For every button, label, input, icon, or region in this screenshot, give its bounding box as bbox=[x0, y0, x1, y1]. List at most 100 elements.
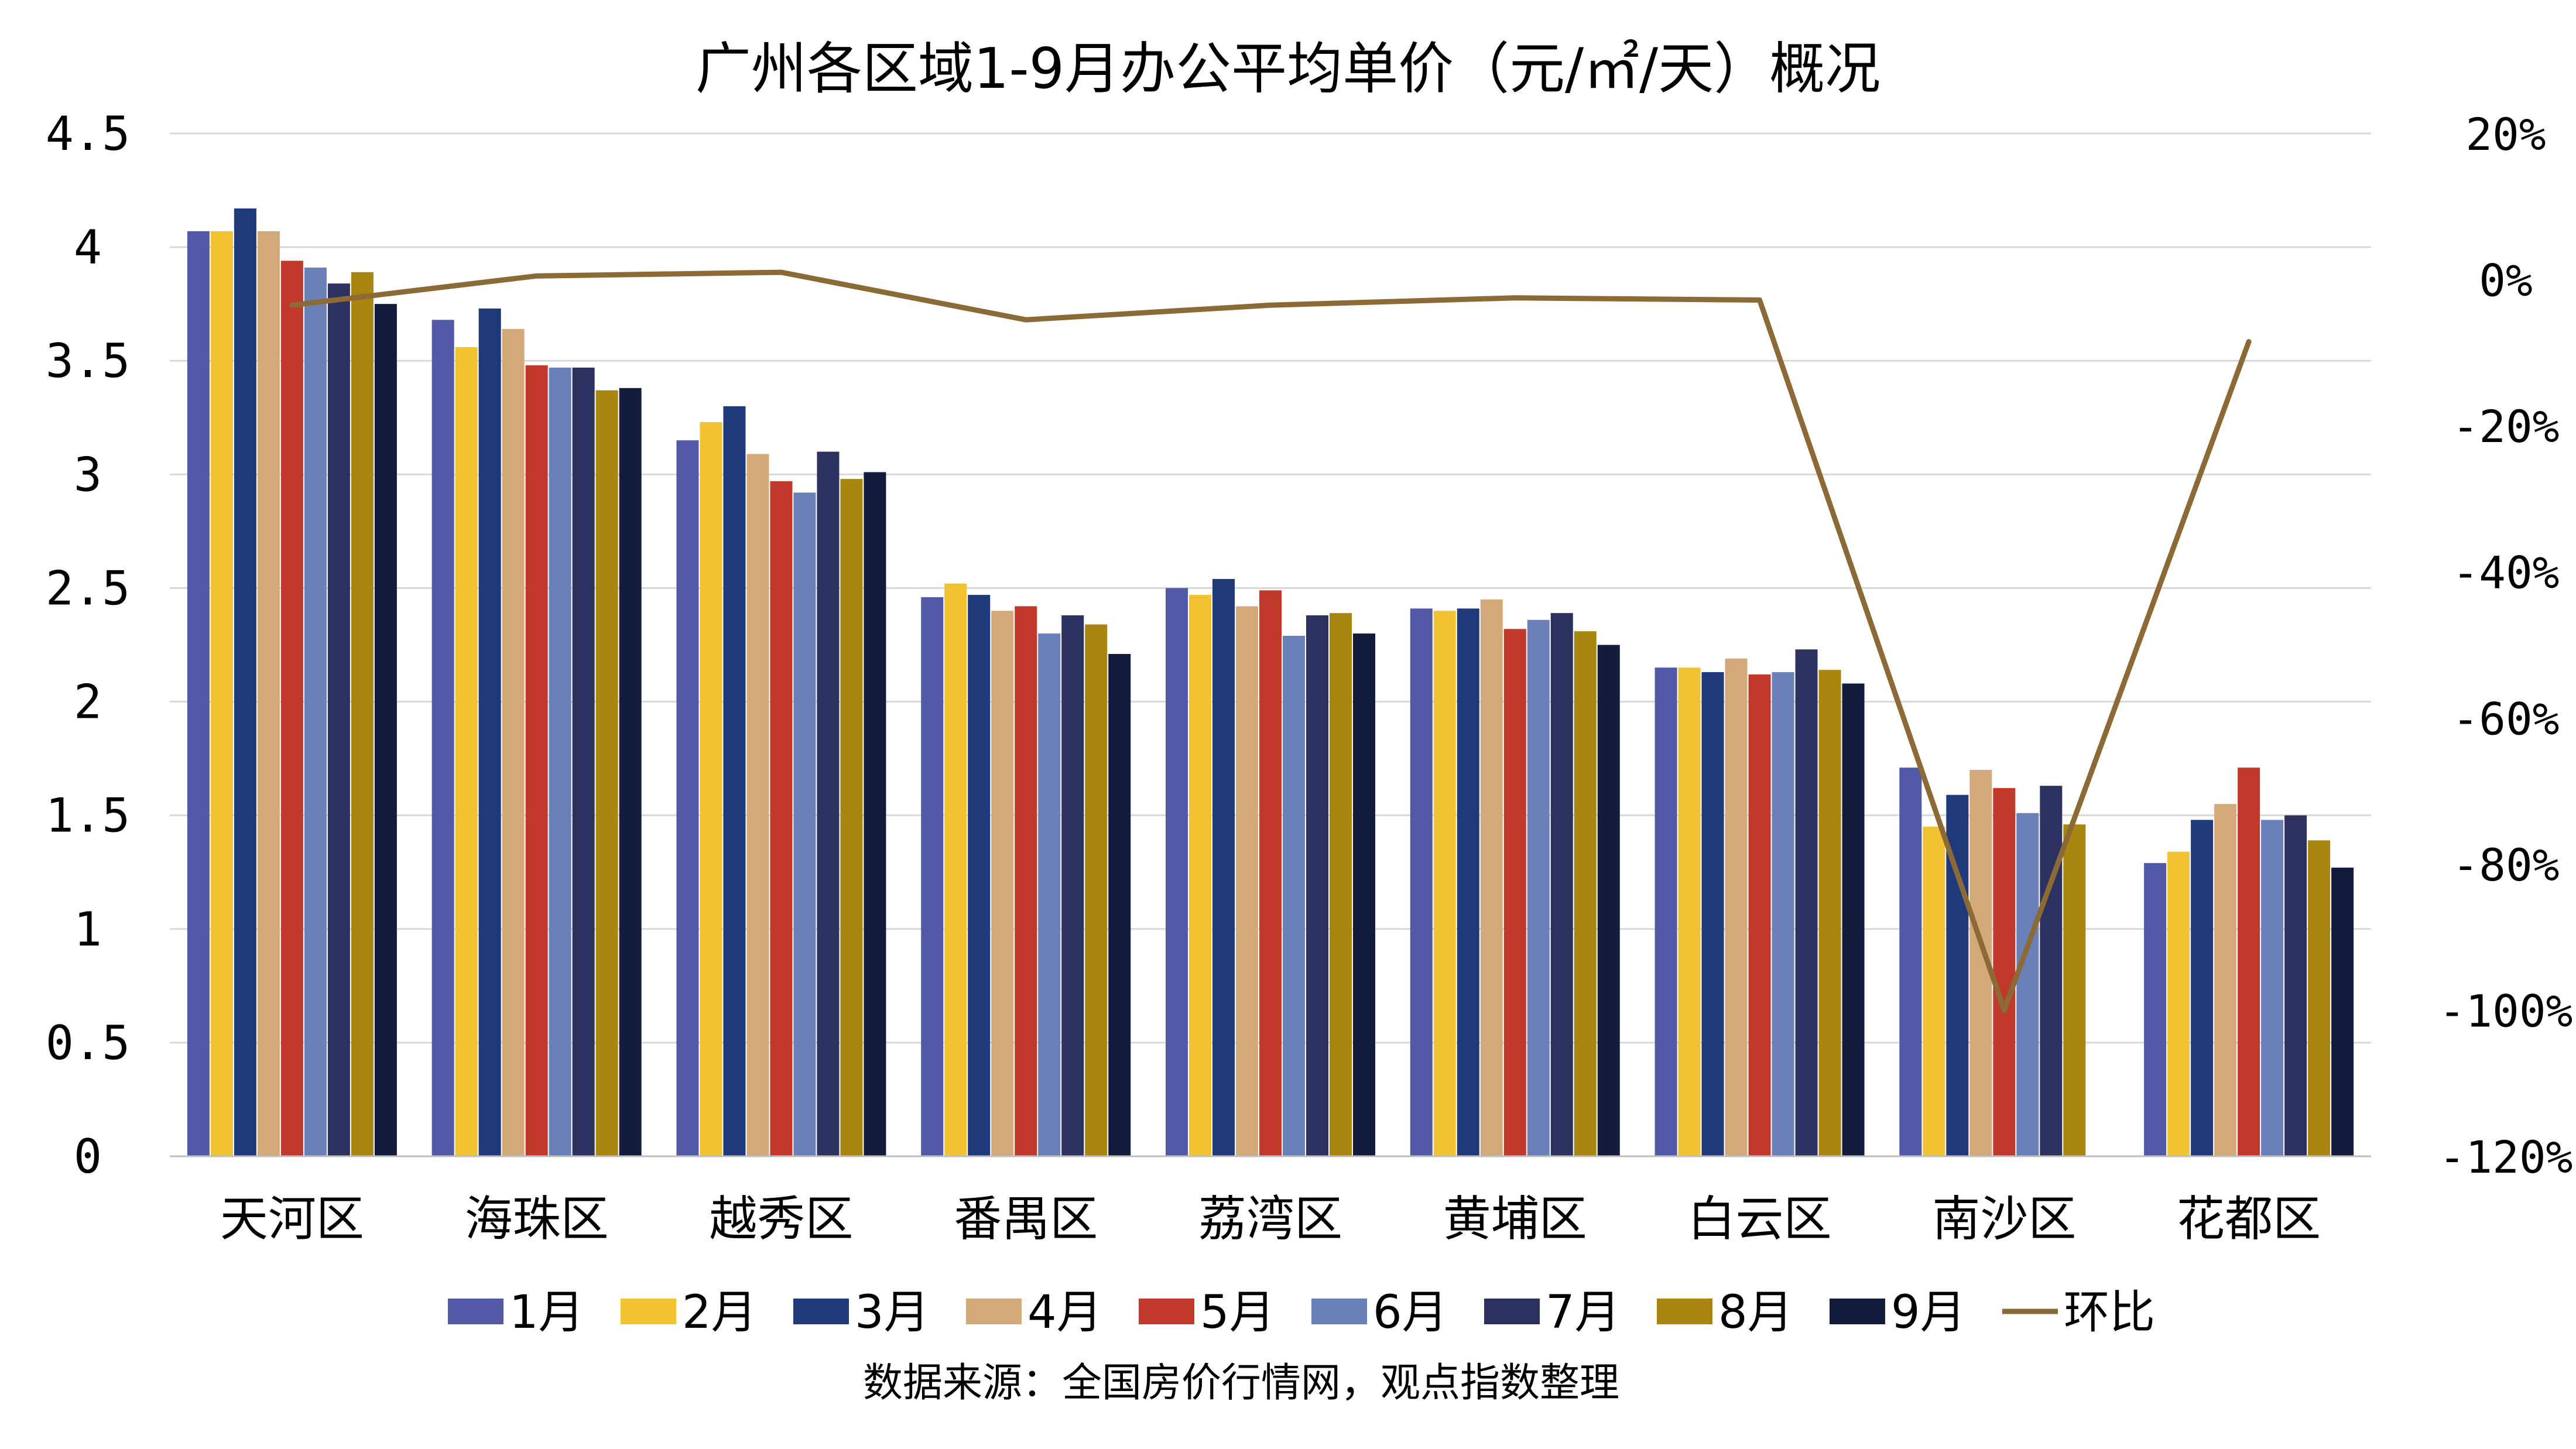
bar-8月-黄埔区 bbox=[1574, 631, 1597, 1156]
bar-2月-花都区 bbox=[2167, 851, 2190, 1156]
category-label: 南沙区 bbox=[1932, 1191, 2076, 1247]
bar-9月-黄埔区 bbox=[1597, 645, 1620, 1156]
legend-swatch bbox=[621, 1299, 676, 1324]
bar-7月-白云区 bbox=[1795, 649, 1818, 1156]
bar-6月-白云区 bbox=[1772, 672, 1794, 1156]
bar-9月-越秀区 bbox=[864, 472, 886, 1156]
legend-swatch bbox=[1657, 1299, 1712, 1324]
y-tick-label: 2.5 bbox=[46, 561, 131, 615]
bar-2月-番禺区 bbox=[944, 583, 967, 1156]
bar-8月-番禺区 bbox=[1085, 624, 1108, 1156]
legend-label: 4月 bbox=[1027, 1286, 1102, 1339]
bar-6月-花都区 bbox=[2261, 820, 2284, 1156]
bar-3月-天河区 bbox=[234, 208, 256, 1157]
y-tick-label: 1.5 bbox=[46, 789, 131, 843]
bar-2月-荔湾区 bbox=[1189, 595, 1211, 1156]
source-note: 数据来源：全国房价行情网，观点指数整理 bbox=[863, 1360, 1619, 1406]
bar-4月-黄埔区 bbox=[1480, 599, 1503, 1156]
bar-6月-越秀区 bbox=[793, 492, 816, 1156]
legend-label: 6月 bbox=[1373, 1286, 1448, 1339]
legend-label: 8月 bbox=[1718, 1286, 1793, 1339]
left-axis-ticks: 0 0.5 1 1.5 2 2.5 3 3.5 4 4.5 bbox=[46, 107, 131, 1184]
bar-6月-黄埔区 bbox=[1527, 619, 1550, 1156]
bar-2月-越秀区 bbox=[700, 422, 722, 1156]
bar-8月-越秀区 bbox=[840, 479, 863, 1156]
bar-5月-越秀区 bbox=[770, 481, 793, 1156]
legend-swatch bbox=[1830, 1299, 1885, 1324]
bar-2月-天河区 bbox=[210, 231, 233, 1156]
y2-tick-label: -80% bbox=[2452, 839, 2559, 891]
legend-label: 环比 bbox=[2064, 1286, 2155, 1339]
bar-2月-南沙区 bbox=[1923, 827, 1945, 1156]
bar-5月-荔湾区 bbox=[1259, 590, 1282, 1156]
bar-5月-海珠区 bbox=[525, 365, 548, 1156]
bar-3月-海珠区 bbox=[478, 308, 501, 1156]
legend-label: 5月 bbox=[1200, 1286, 1275, 1339]
bar-9月-白云区 bbox=[1842, 683, 1865, 1156]
bar-1月-花都区 bbox=[2144, 863, 2167, 1156]
bar-2月-海珠区 bbox=[455, 347, 478, 1156]
bar-1月-南沙区 bbox=[1899, 768, 1922, 1156]
category-label: 白云区 bbox=[1688, 1191, 1832, 1247]
bar-4月-花都区 bbox=[2214, 804, 2237, 1156]
bar-8月-南沙区 bbox=[2063, 824, 2086, 1156]
y-tick-label: 3 bbox=[74, 447, 102, 502]
bar-3月-黄埔区 bbox=[1457, 608, 1479, 1156]
legend-label: 1月 bbox=[509, 1286, 584, 1339]
bar-5月-白云区 bbox=[1748, 674, 1771, 1156]
legend-label: 7月 bbox=[1546, 1286, 1621, 1339]
bar-6月-南沙区 bbox=[2016, 813, 2039, 1156]
y-tick-label: 0.5 bbox=[46, 1016, 131, 1070]
bar-9月-荔湾区 bbox=[1353, 633, 1375, 1156]
category-label: 荔湾区 bbox=[1198, 1191, 1342, 1247]
bar-4月-白云区 bbox=[1725, 658, 1748, 1156]
legend-swatch bbox=[1311, 1299, 1367, 1324]
bar-3月-番禺区 bbox=[968, 595, 991, 1156]
y-tick-label: 0 bbox=[74, 1129, 102, 1184]
category-label: 花都区 bbox=[2177, 1191, 2321, 1247]
bar-4月-荔湾区 bbox=[1236, 606, 1258, 1156]
bar-4月-番禺区 bbox=[991, 611, 1014, 1156]
y2-tick-label: -100% bbox=[2439, 985, 2573, 1037]
bar-5月-黄埔区 bbox=[1503, 629, 1526, 1156]
bar-3月-花都区 bbox=[2191, 820, 2214, 1156]
legend-swatch bbox=[1484, 1299, 1540, 1324]
bar-5月-花都区 bbox=[2238, 768, 2260, 1156]
bar-2月-白云区 bbox=[1678, 667, 1701, 1156]
bar-5月-番禺区 bbox=[1015, 606, 1037, 1156]
y-tick-label: 4 bbox=[74, 220, 102, 275]
category-label: 海珠区 bbox=[465, 1191, 609, 1247]
y2-tick-label: -60% bbox=[2452, 693, 2559, 745]
category-label: 番禺区 bbox=[954, 1191, 1098, 1247]
legend-label: 3月 bbox=[855, 1286, 930, 1339]
bar-1月-番禺区 bbox=[921, 597, 944, 1156]
bar-6月-荔湾区 bbox=[1283, 635, 1305, 1156]
bar-3月-越秀区 bbox=[723, 406, 746, 1156]
bar-7月-天河区 bbox=[327, 283, 350, 1156]
bar-9月-天河区 bbox=[374, 304, 397, 1156]
bar-7月-番禺区 bbox=[1061, 615, 1084, 1156]
bar-8月-荔湾区 bbox=[1330, 613, 1352, 1156]
bar-4月-越秀区 bbox=[746, 454, 769, 1156]
bar-6月-海珠区 bbox=[549, 367, 571, 1156]
legend-swatch bbox=[966, 1299, 1022, 1324]
mom-line bbox=[289, 269, 2252, 1013]
bar-3月-荔湾区 bbox=[1212, 578, 1235, 1156]
category-label: 天河区 bbox=[220, 1191, 364, 1247]
bar-7月-荔湾区 bbox=[1306, 615, 1328, 1156]
bar-8月-天河区 bbox=[351, 272, 374, 1156]
bar-9月-花都区 bbox=[2331, 867, 2354, 1156]
chart-title: 广州各区域1-9月办公平均单价（元/㎡/天）概况 bbox=[696, 37, 1880, 101]
category-label: 越秀区 bbox=[709, 1191, 853, 1247]
bar-6月-天河区 bbox=[304, 268, 327, 1156]
bar-4月-天河区 bbox=[257, 231, 280, 1156]
bar-1月-天河区 bbox=[187, 231, 210, 1156]
bar-3月-白云区 bbox=[1701, 672, 1724, 1156]
y2-tick-label: 0% bbox=[2479, 255, 2533, 307]
bar-9月-海珠区 bbox=[619, 388, 642, 1157]
bar-5月-南沙区 bbox=[1993, 788, 2016, 1156]
bar-4月-海珠区 bbox=[502, 328, 525, 1156]
bar-8月-花都区 bbox=[2308, 840, 2331, 1156]
